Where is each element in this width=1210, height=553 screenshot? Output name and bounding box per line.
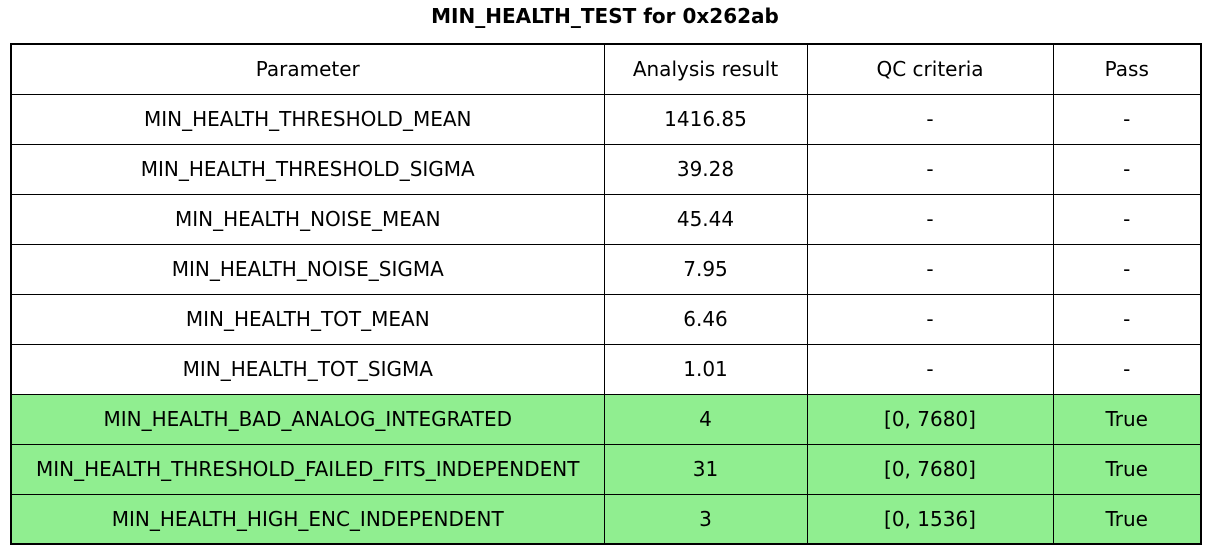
cell-analysis-result: 3 (603, 493, 808, 545)
cell-parameter: MIN_HEALTH_NOISE_SIGMA (10, 243, 605, 295)
table-row: MIN_HEALTH_THRESHOLD_SIGMA 39.28 - - (10, 143, 1202, 195)
table-row: MIN_HEALTH_NOISE_MEAN 45.44 - - (10, 193, 1202, 245)
table-row: MIN_HEALTH_TOT_MEAN 6.46 - - (10, 293, 1202, 345)
table-row: MIN_HEALTH_TOT_SIGMA 1.01 - - (10, 343, 1202, 395)
cell-parameter: MIN_HEALTH_NOISE_MEAN (10, 193, 605, 245)
column-header-analysis-result: Analysis result (603, 43, 808, 95)
cell-pass: - (1052, 343, 1202, 395)
cell-parameter: MIN_HEALTH_BAD_ANALOG_INTEGRATED (10, 393, 605, 445)
cell-qc-criteria: - (806, 143, 1054, 195)
cell-qc-criteria: [0, 1536] (806, 493, 1054, 545)
cell-parameter: MIN_HEALTH_THRESHOLD_MEAN (10, 93, 605, 145)
table-body: MIN_HEALTH_THRESHOLD_MEAN 1416.85 - - MI… (10, 93, 1202, 545)
cell-qc-criteria: - (806, 343, 1054, 395)
header-row: Parameter Analysis result QC criteria Pa… (10, 43, 1202, 95)
cell-analysis-result: 7.95 (603, 243, 808, 295)
cell-pass: - (1052, 243, 1202, 295)
table-row: MIN_HEALTH_BAD_ANALOG_INTEGRATED 4 [0, 7… (10, 393, 1202, 445)
cell-parameter: MIN_HEALTH_TOT_SIGMA (10, 343, 605, 395)
cell-analysis-result: 31 (603, 443, 808, 495)
table-row: MIN_HEALTH_THRESHOLD_FAILED_FITS_INDEPEN… (10, 443, 1202, 495)
cell-pass: - (1052, 143, 1202, 195)
table-row: MIN_HEALTH_THRESHOLD_MEAN 1416.85 - - (10, 93, 1202, 145)
cell-pass: - (1052, 193, 1202, 245)
cell-pass: True (1052, 393, 1202, 445)
cell-analysis-result: 39.28 (603, 143, 808, 195)
cell-qc-criteria: - (806, 193, 1054, 245)
cell-analysis-result: 4 (603, 393, 808, 445)
cell-qc-criteria: [0, 7680] (806, 393, 1054, 445)
cell-pass: True (1052, 493, 1202, 545)
table-row: MIN_HEALTH_HIGH_ENC_INDEPENDENT 3 [0, 15… (10, 493, 1202, 545)
cell-analysis-result: 45.44 (603, 193, 808, 245)
cell-qc-criteria: - (806, 243, 1054, 295)
figure-title: MIN_HEALTH_TEST for 0x262ab (431, 4, 779, 28)
cell-parameter: MIN_HEALTH_HIGH_ENC_INDEPENDENT (10, 493, 605, 545)
cell-analysis-result: 6.46 (603, 293, 808, 345)
cell-pass: True (1052, 443, 1202, 495)
cell-qc-criteria: [0, 7680] (806, 443, 1054, 495)
cell-pass: - (1052, 293, 1202, 345)
cell-pass: - (1052, 93, 1202, 145)
cell-parameter: MIN_HEALTH_TOT_MEAN (10, 293, 605, 345)
cell-parameter: MIN_HEALTH_THRESHOLD_SIGMA (10, 143, 605, 195)
qc-results-table: Parameter Analysis result QC criteria Pa… (10, 43, 1202, 545)
column-header-parameter: Parameter (10, 43, 605, 95)
cell-parameter: MIN_HEALTH_THRESHOLD_FAILED_FITS_INDEPEN… (10, 443, 605, 495)
cell-qc-criteria: - (806, 293, 1054, 345)
column-header-pass: Pass (1052, 43, 1202, 95)
cell-analysis-result: 1.01 (603, 343, 808, 395)
cell-analysis-result: 1416.85 (603, 93, 808, 145)
table-row: MIN_HEALTH_NOISE_SIGMA 7.95 - - (10, 243, 1202, 295)
cell-qc-criteria: - (806, 93, 1054, 145)
column-header-qc-criteria: QC criteria (806, 43, 1054, 95)
